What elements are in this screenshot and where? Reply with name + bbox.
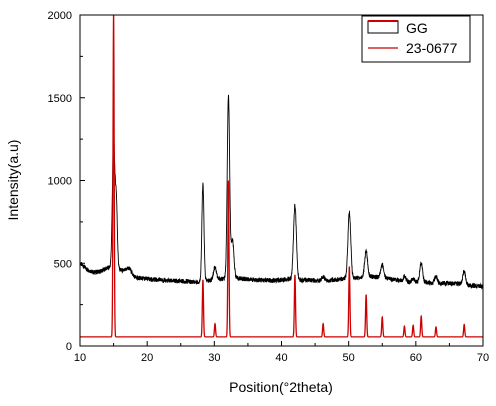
x-tick-label: 10 (74, 352, 86, 364)
x-tick-label: 30 (208, 352, 220, 364)
x-axis-title: Position(°2theta) (229, 379, 333, 395)
y-axis-title: Intensity(a.u) (5, 140, 21, 221)
x-axis: 10 20 30 40 50 60 70 (74, 341, 489, 364)
legend: GG 23-0677 (361, 15, 471, 63)
x-tick-label: 40 (275, 352, 287, 364)
y-tick-label: 500 (54, 258, 72, 270)
y-tick-label: 0 (66, 341, 72, 353)
legend-label-23-0677: 23-0677 (406, 40, 458, 56)
plot-lines (79, 14, 484, 338)
y-tick-label: 1500 (48, 93, 72, 105)
y-axis: 0 500 1000 1500 2000 (48, 10, 85, 353)
legend-label-gg: GG (406, 20, 428, 36)
x-tick-label: 50 (343, 352, 355, 364)
y-tick-label: 1000 (48, 176, 72, 188)
series-line-gg (79, 94, 484, 290)
x-tick-label: 70 (477, 352, 489, 364)
series-line-23-0677 (80, 14, 483, 338)
x-tick-label: 20 (141, 352, 153, 364)
y-tick-label: 2000 (48, 10, 72, 22)
x-tick-label: 60 (410, 352, 422, 364)
legend-box (361, 15, 471, 63)
